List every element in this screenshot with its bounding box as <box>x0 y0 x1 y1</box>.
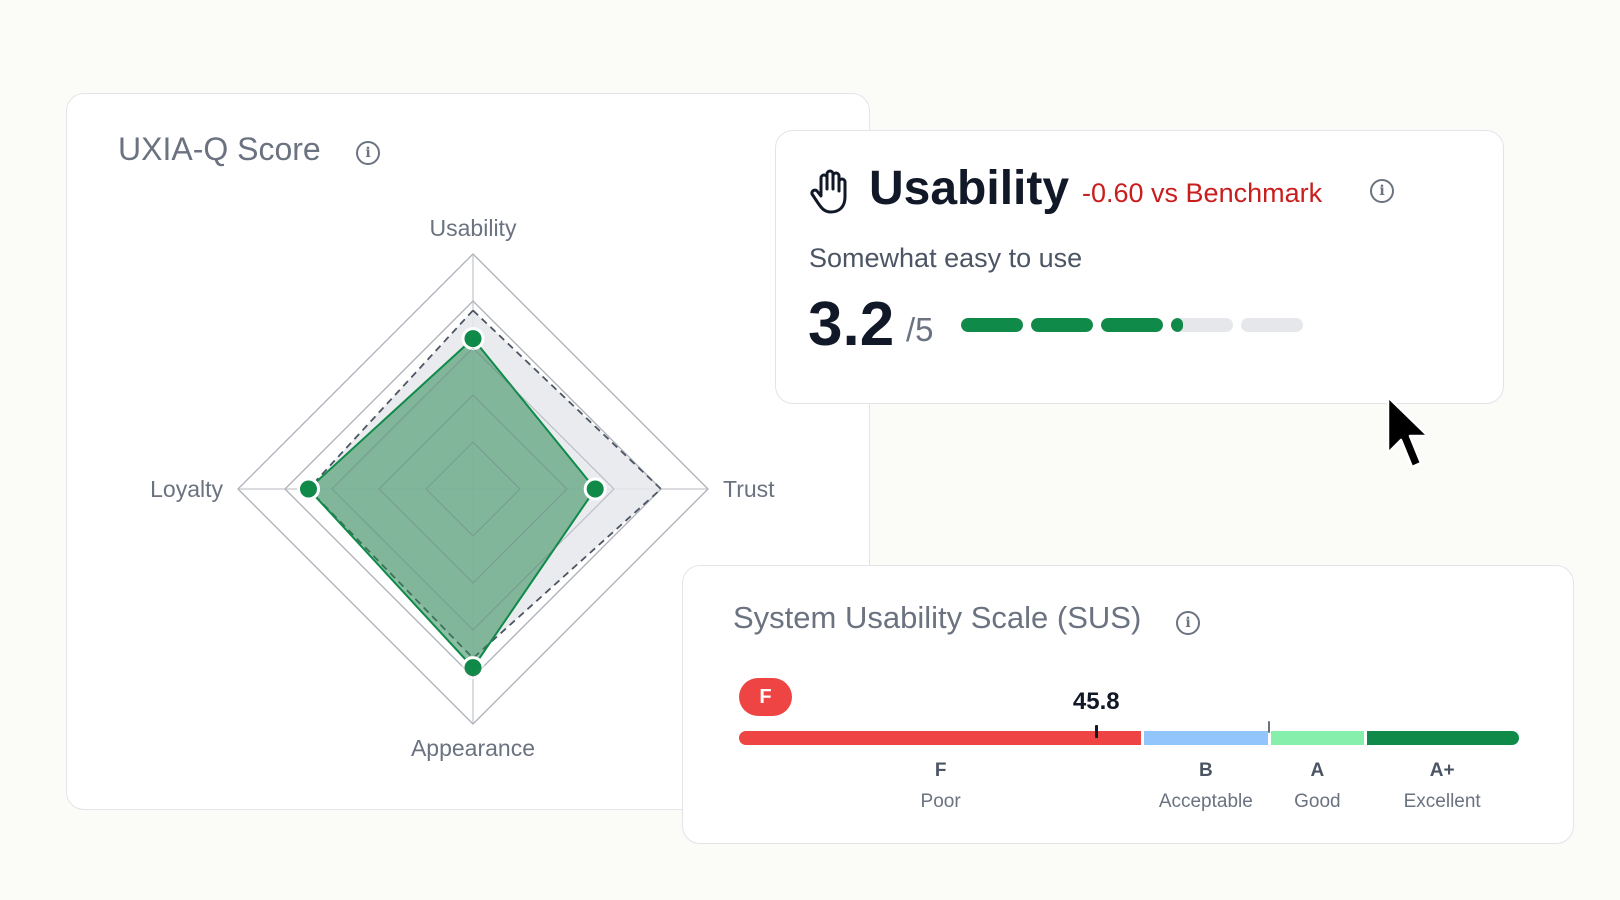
radar-title: UXIA-Q Score <box>118 131 321 167</box>
sus-zone-segment <box>739 731 1141 745</box>
sus-zone-excellent: A+ Excellent <box>1404 760 1481 813</box>
info-icon[interactable]: i <box>1370 179 1394 203</box>
usability-card: Usability -0.60 vs Benchmark i Somewhat … <box>775 130 1504 404</box>
radar-grid-ring-overlay <box>425 441 521 537</box>
sus-zone-label: Acceptable <box>1158 791 1253 812</box>
sus-zone-poor: F Poor <box>921 760 961 813</box>
sus-scale-bar <box>739 721 1519 745</box>
sus-title: System Usability Scale (SUS) <box>733 600 1142 635</box>
grade-badge: F <box>739 678 792 716</box>
sus-zone-segment <box>1366 731 1519 745</box>
radar-grid-ring-overlay <box>378 394 568 584</box>
sus-score-marker <box>1094 725 1098 738</box>
sus-zone-grade: F <box>934 760 947 781</box>
radar-point-trust[interactable] <box>583 477 607 501</box>
cursor-arrow-icon <box>1386 395 1430 469</box>
radar-point-loyalty[interactable] <box>297 477 320 501</box>
score-value: 3.2 <box>808 290 895 359</box>
radar-grid-ring-overlay <box>237 253 709 725</box>
uxia-q-score-card: UXIA-Q Score i Usability Trust Appearance L… <box>66 93 870 810</box>
sus-zone-acceptable: B Acceptable <box>1159 760 1253 813</box>
radar-point-appearance[interactable] <box>461 656 485 680</box>
sus-zone-label: Excellent <box>1403 791 1481 812</box>
usability-title: Usability <box>869 162 1070 215</box>
score-segment <box>1101 318 1163 332</box>
sus-zone-grade: A+ <box>1429 760 1455 781</box>
radar-axis-label-trust: Trust <box>723 476 775 502</box>
sus-benchmark-tick <box>1268 721 1271 733</box>
radar-chart: Usability Trust Appearance Loyalty <box>150 215 775 761</box>
radar-grid-ring-overlay <box>331 347 615 631</box>
sus-zone-segment <box>1270 731 1364 745</box>
sus-zone-segment <box>1143 731 1268 745</box>
score-segment <box>1171 318 1233 332</box>
radar-axis-label-appearance: Appearance <box>411 735 535 761</box>
score-segment <box>961 318 1023 332</box>
score-max: /5 <box>906 311 934 348</box>
usability-description: Somewhat easy to use <box>809 243 1083 273</box>
sus-zone-label: Good <box>1294 791 1341 812</box>
score-segment <box>1031 318 1093 332</box>
radar-grid-ring-overlay <box>284 300 662 678</box>
hand-icon <box>810 169 847 214</box>
sus-score: 45.8 <box>1072 688 1120 715</box>
benchmark-delta: -0.60 vs Benchmark <box>1082 178 1323 208</box>
info-icon[interactable]: i <box>1176 611 1200 635</box>
sus-zone-grade: A <box>1310 760 1325 781</box>
info-icon[interactable]: i <box>356 141 380 165</box>
score-segment <box>1241 318 1303 332</box>
radar-point-usability[interactable] <box>461 327 485 351</box>
sus-zone-good: A Good <box>1294 760 1340 813</box>
radar-axis-label-loyalty: Loyalty <box>150 476 223 502</box>
sus-zone-label: Poor <box>920 791 961 812</box>
sus-zone-grade: B <box>1198 760 1213 781</box>
radar-axis-label-usability: Usability <box>430 215 517 241</box>
